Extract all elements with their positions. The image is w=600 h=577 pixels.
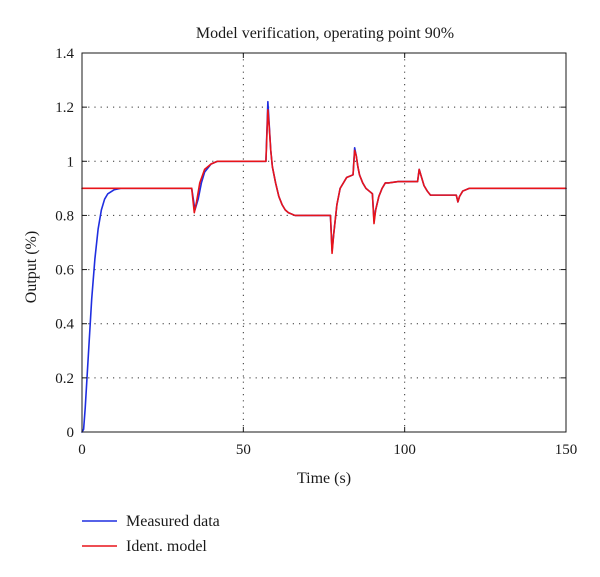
plot-frame [81, 52, 567, 433]
x-tick-label: 100 [393, 442, 416, 458]
y-tick-label: 1.2 [55, 100, 74, 116]
y-tick-label: 1.4 [55, 46, 74, 62]
x-tick-label: 50 [236, 442, 251, 458]
y-tick-label: 0.2 [55, 371, 74, 387]
legend-label: Ident. model [126, 538, 207, 555]
x-tick-label: 0 [78, 442, 86, 458]
y-tick-label: 1 [67, 154, 75, 170]
axis-ticks: 0 50 100 150 0 0.2 0.4 0.6 0.8 1 1.2 1.4 [55, 46, 577, 458]
y-tick-label: 0.8 [55, 208, 74, 224]
y-tick-label: 0 [67, 425, 75, 441]
y-axis-title: Output (%) [23, 231, 40, 303]
legend: Measured data Ident. model [82, 513, 220, 555]
y-tick-label: 0.4 [55, 317, 74, 333]
series-line-ident-model [81, 109, 567, 255]
x-axis-title: Time (s) [297, 470, 351, 487]
chart-title: Model verification, operating point 90% [196, 25, 454, 42]
y-tick-label: 0.6 [55, 263, 74, 279]
series-lines [81, 100, 567, 433]
legend-label: Measured data [126, 513, 220, 530]
x-tick-label: 150 [555, 442, 578, 458]
